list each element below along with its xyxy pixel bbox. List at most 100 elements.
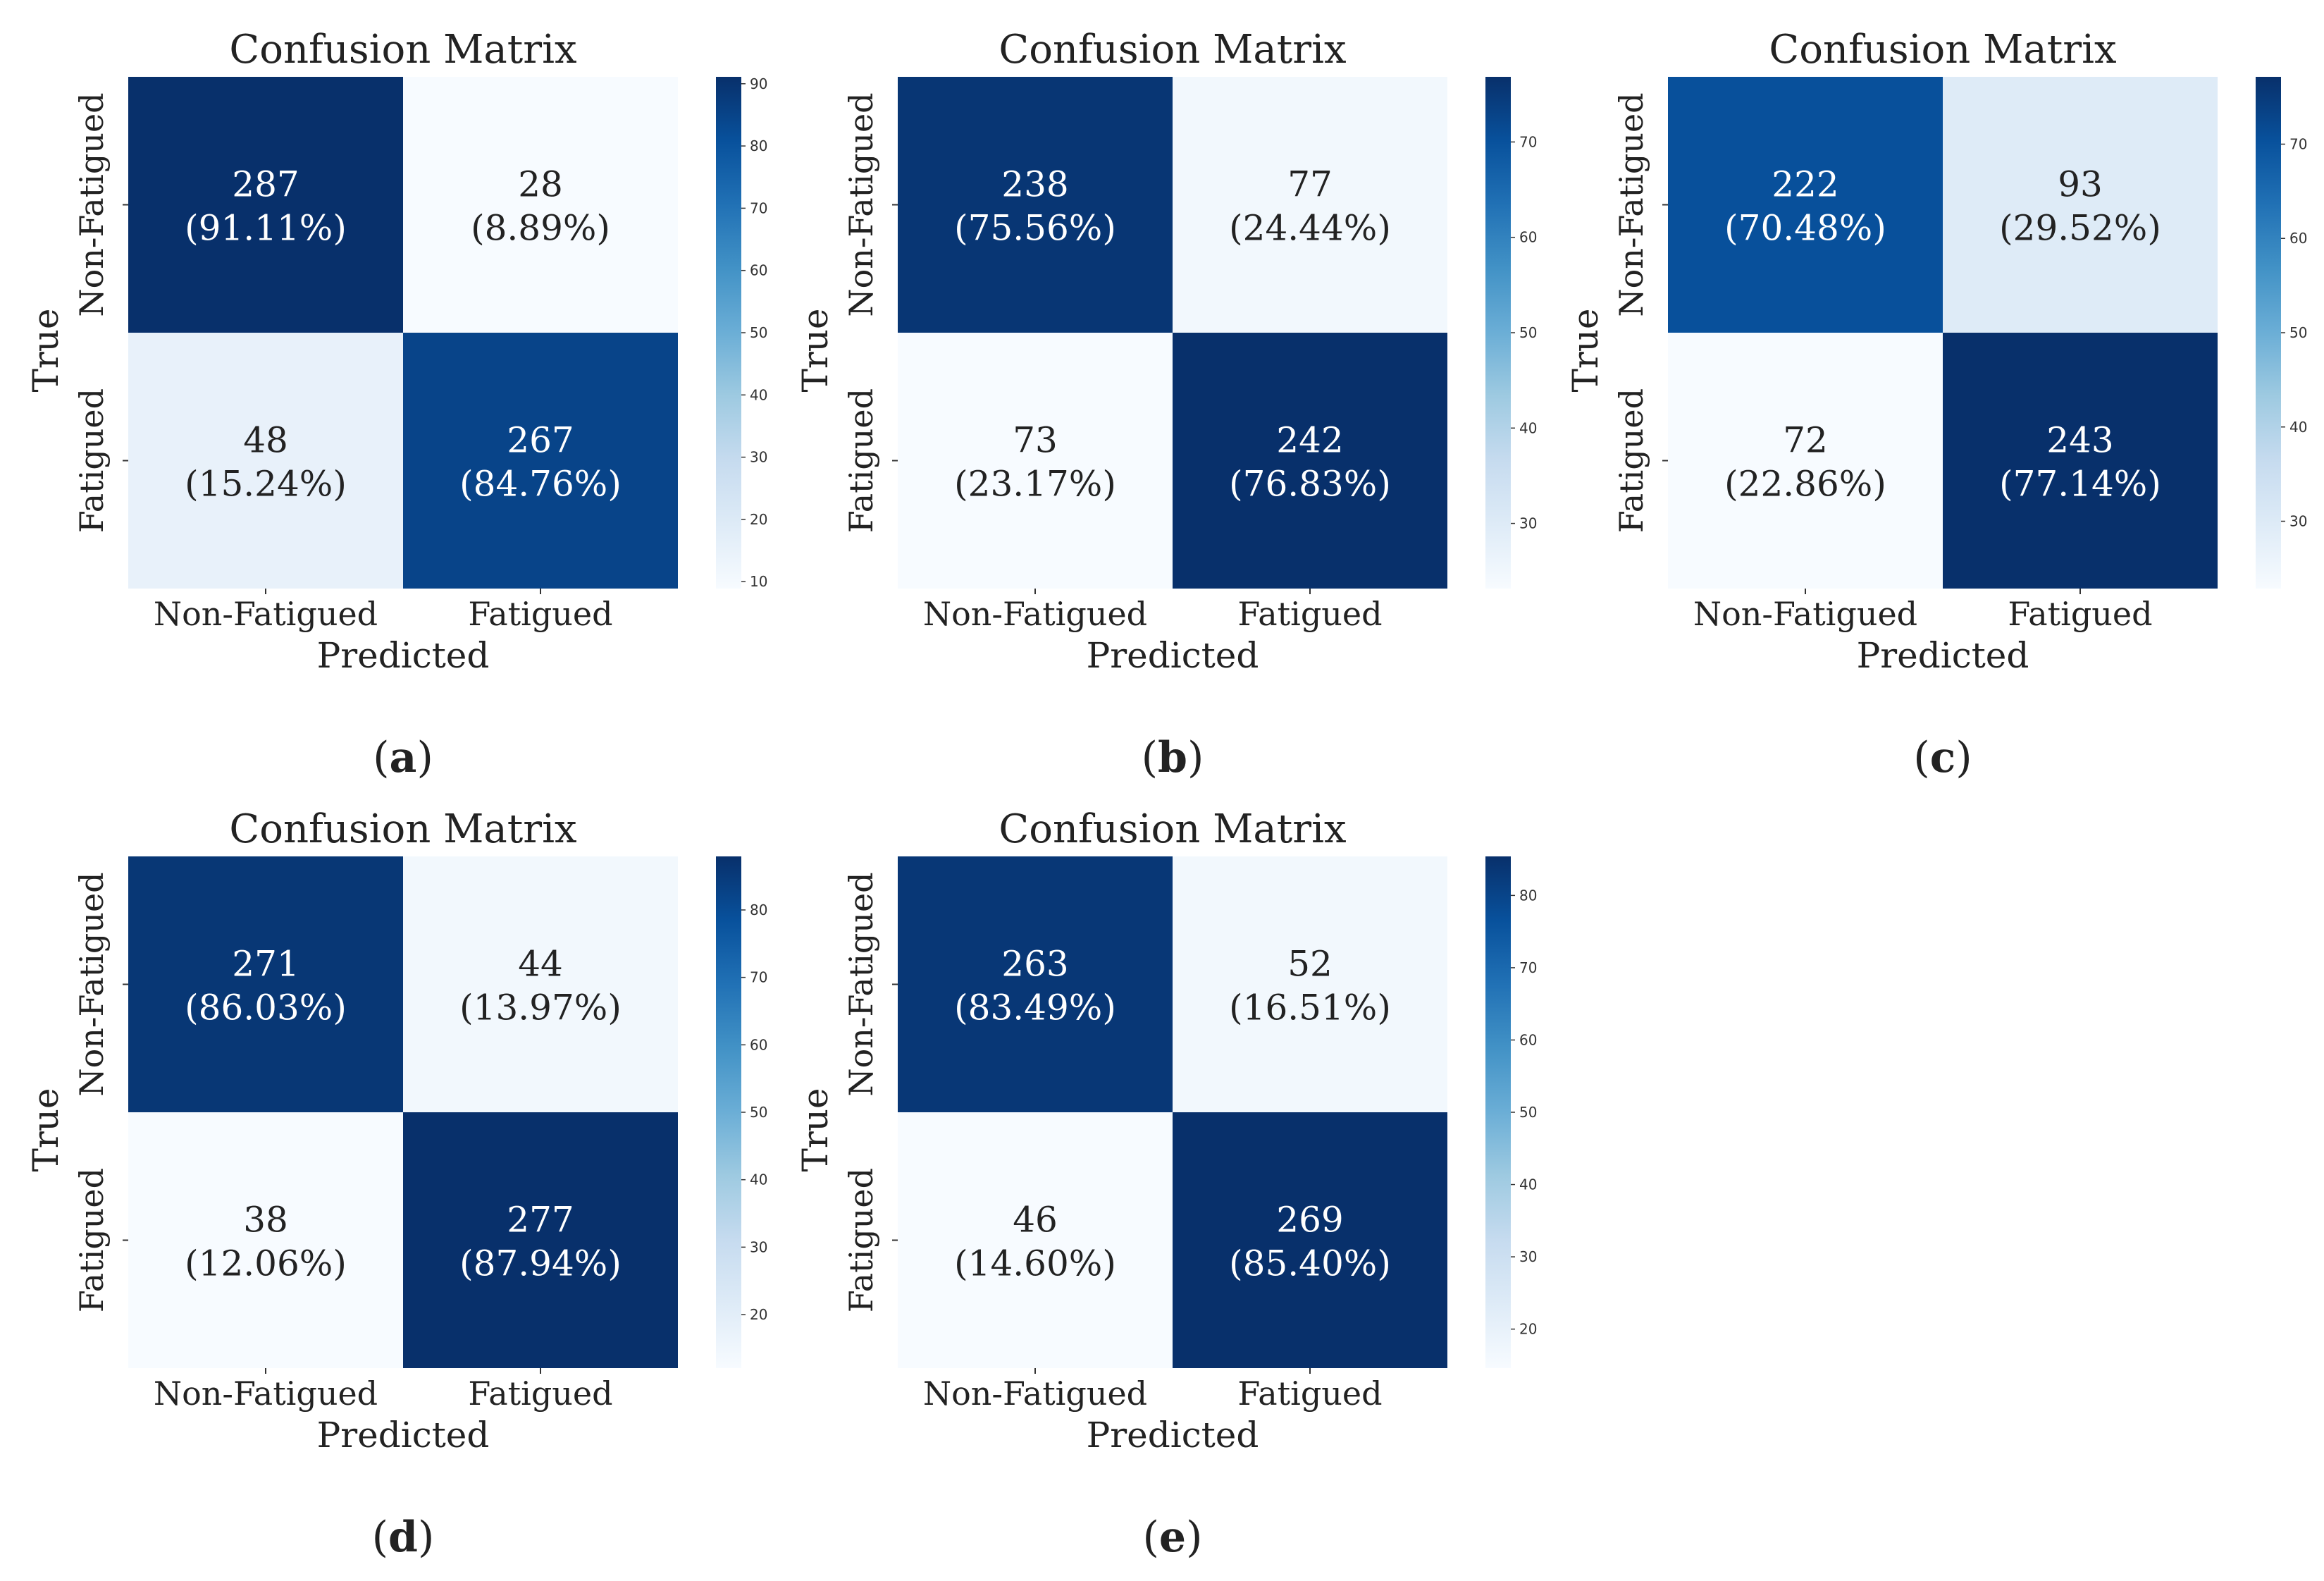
colorbar-tick-label: 20 bbox=[1519, 1321, 1537, 1338]
chart-title: Confusion Matrix bbox=[229, 806, 576, 852]
colorbar-tick-label: 40 bbox=[750, 386, 767, 403]
cell-percent-label: (15.24%) bbox=[185, 464, 347, 505]
y-tick-label: Non-Fatigued bbox=[73, 872, 111, 1096]
heatmap-cell bbox=[403, 856, 678, 1112]
chart-title: Confusion Matrix bbox=[229, 27, 576, 73]
cell-count-label: 38 bbox=[243, 1200, 288, 1241]
cell-percent-label: (8.89%) bbox=[471, 208, 610, 249]
heatmap-cell bbox=[128, 856, 403, 1112]
heatmap-cell bbox=[1173, 1112, 1447, 1368]
colorbar-tick-label: 70 bbox=[750, 199, 767, 216]
cell-count-label: 287 bbox=[232, 164, 299, 205]
heatmap-cell bbox=[128, 1112, 403, 1368]
colorbar-tick-label: 20 bbox=[750, 511, 767, 528]
heatmap-cell bbox=[403, 1112, 678, 1368]
x-tick-label: Non-Fatigued bbox=[923, 1374, 1147, 1413]
colorbar-tick-label: 80 bbox=[750, 902, 767, 918]
cell-percent-label: (91.11%) bbox=[185, 208, 347, 249]
cell-count-label: 269 bbox=[1276, 1200, 1343, 1241]
colorbar-tick-label: 60 bbox=[1519, 229, 1537, 246]
x-axis-label: Predicted bbox=[317, 635, 490, 676]
cell-count-label: 44 bbox=[518, 944, 563, 985]
cell-count-label: 242 bbox=[1276, 420, 1343, 461]
x-axis-label: Predicted bbox=[1857, 635, 2029, 676]
cell-count-label: 77 bbox=[1287, 164, 1333, 205]
cell-count-label: 271 bbox=[232, 944, 299, 985]
cell-count-label: 73 bbox=[1013, 420, 1058, 461]
panel-label: (e) bbox=[1142, 1513, 1202, 1562]
cell-percent-label: (77.14%) bbox=[1999, 464, 2161, 505]
colorbar-tick-label: 70 bbox=[750, 969, 767, 986]
cell-percent-label: (84.76%) bbox=[459, 464, 622, 505]
colorbar-tick-label: 40 bbox=[2289, 419, 2307, 436]
y-tick-label: Non-Fatigued bbox=[1612, 92, 1650, 316]
colorbar-tick-label: 80 bbox=[1519, 887, 1537, 904]
colorbar bbox=[716, 77, 741, 589]
heatmap-cell bbox=[898, 333, 1173, 589]
cell-count-label: 222 bbox=[1772, 164, 1838, 205]
colorbar-tick-label: 90 bbox=[750, 75, 767, 92]
colorbar-tick-label: 60 bbox=[1519, 1031, 1537, 1048]
chart-title: Confusion Matrix bbox=[1769, 27, 2116, 73]
chart-title: Confusion Matrix bbox=[999, 27, 1346, 73]
x-tick-label: Fatigued bbox=[468, 1374, 612, 1413]
cell-percent-label: (14.60%) bbox=[954, 1243, 1116, 1284]
colorbar-tick-label: 30 bbox=[1519, 515, 1537, 532]
heatmap-cell bbox=[128, 333, 403, 589]
y-tick-label: Fatigued bbox=[73, 1168, 111, 1312]
heatmap-cell bbox=[403, 77, 678, 333]
colorbar-tick-label: 50 bbox=[2289, 324, 2307, 341]
y-tick-label: Non-Fatigued bbox=[842, 92, 880, 316]
heatmap-cell bbox=[898, 1112, 1173, 1368]
heatmap-cell bbox=[1173, 77, 1447, 333]
cell-percent-label: (75.56%) bbox=[954, 208, 1116, 249]
cell-count-label: 72 bbox=[1783, 420, 1828, 461]
colorbar-tick-label: 40 bbox=[1519, 1176, 1537, 1193]
colorbar-tick-label: 20 bbox=[750, 1306, 767, 1323]
cell-percent-label: (83.49%) bbox=[954, 988, 1116, 1028]
x-tick-label: Fatigued bbox=[468, 595, 612, 633]
panel-letter: d bbox=[388, 1513, 418, 1562]
y-tick-label: Fatigued bbox=[842, 388, 880, 533]
panel-label: (d) bbox=[372, 1513, 435, 1562]
colorbar-tick-label: 50 bbox=[1519, 1104, 1537, 1121]
confusion-matrix-panel-d: Confusion Matrix271(86.03%)44(13.97%)38(… bbox=[25, 806, 767, 1562]
x-tick-label: Non-Fatigued bbox=[1693, 595, 1917, 633]
colorbar-tick-label: 30 bbox=[750, 449, 767, 466]
confusion-matrix-panel-a: Confusion Matrix 287(91.11%) 28(8.89%) 48(1… bbox=[25, 27, 767, 782]
colorbar-tick-label: 60 bbox=[2289, 230, 2307, 247]
panel-label: (b) bbox=[1142, 733, 1204, 782]
cell-count-label: 267 bbox=[507, 420, 574, 461]
x-axis-label: Predicted bbox=[1087, 635, 1259, 676]
cell-count-label: 263 bbox=[1001, 944, 1068, 985]
colorbar-tick-label: 60 bbox=[750, 262, 767, 279]
colorbar bbox=[1485, 856, 1511, 1368]
colorbar bbox=[2256, 77, 2281, 589]
heatmap-cell bbox=[898, 77, 1173, 333]
colorbar-tick-label: 40 bbox=[1519, 419, 1537, 436]
colorbar-tick-label: 30 bbox=[1519, 1248, 1537, 1265]
x-axis-label: Predicted bbox=[317, 1415, 490, 1456]
heatmap-cell bbox=[1668, 77, 1943, 333]
colorbar-tick-label: 10 bbox=[750, 573, 767, 590]
heatmap-cell bbox=[1943, 77, 2218, 333]
colorbar-tick-label: 30 bbox=[2289, 513, 2307, 530]
colorbar-tick-label: 30 bbox=[750, 1238, 767, 1255]
colorbar-tick-label: 60 bbox=[750, 1036, 767, 1053]
colorbar-tick-label: 80 bbox=[750, 137, 767, 154]
x-tick-label: Fatigued bbox=[2008, 595, 2152, 633]
panel-label: (c) bbox=[1913, 733, 1972, 782]
confusion-matrix-panel-e: Confusion Matrix263(83.49%)52(16.51%)46(… bbox=[795, 806, 1537, 1562]
cell-percent-label: (24.44%) bbox=[1229, 208, 1391, 249]
y-tick-label: Non-Fatigued bbox=[842, 872, 880, 1096]
y-tick-label: Fatigued bbox=[842, 1168, 880, 1312]
colorbar-tick-label: 50 bbox=[750, 324, 767, 341]
cell-count-label: 243 bbox=[2046, 420, 2113, 461]
heatmap-cell bbox=[1173, 856, 1447, 1112]
heatmap-cell bbox=[898, 856, 1173, 1112]
cell-percent-label: (16.51%) bbox=[1229, 988, 1391, 1028]
y-tick-label: Non-Fatigued bbox=[73, 92, 111, 316]
heatmap-cell bbox=[1943, 333, 2218, 589]
heatmap-cell bbox=[403, 333, 678, 589]
cell-count-label: 46 bbox=[1013, 1200, 1058, 1241]
